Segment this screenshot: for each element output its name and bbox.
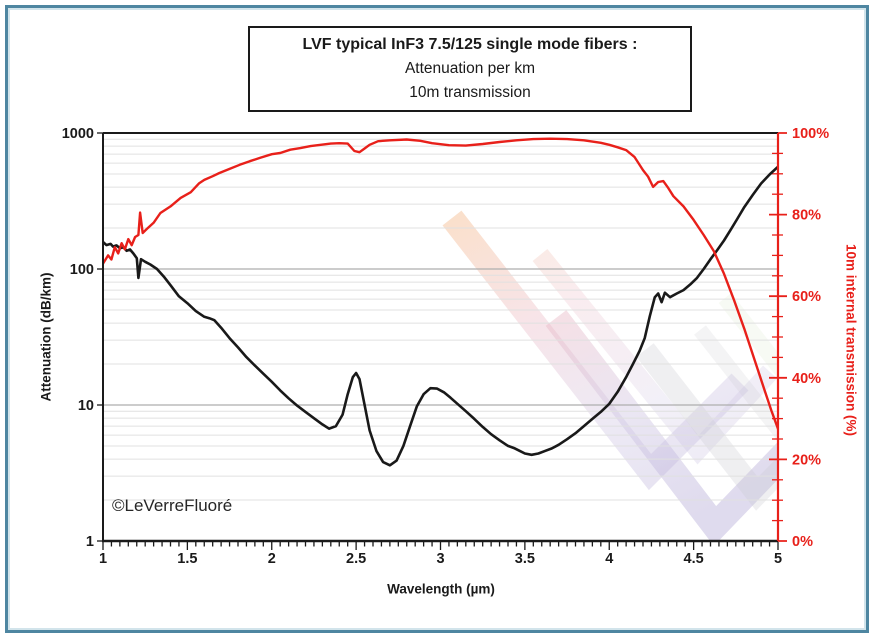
- chart-title-box: LVF typical InF3 7.5/125 single mode fib…: [248, 26, 692, 112]
- y-left-tick-label: 10: [78, 398, 94, 414]
- chart-title-line1: LVF typical InF3 7.5/125 single mode fib…: [302, 35, 638, 53]
- plot-spines: [102, 132, 780, 543]
- x-tick-label: 2: [268, 551, 276, 567]
- lvf-chevron-watermark: [442, 210, 778, 541]
- y-left-tick-label: 1000: [62, 126, 94, 142]
- x-axis-title: Wavelength (µm): [387, 581, 495, 597]
- x-tick-label: 5: [774, 551, 782, 567]
- y-right-tick-label: 20%: [792, 452, 821, 468]
- x-tick-label: 1: [99, 551, 107, 567]
- x-tick-label: 1.5: [177, 551, 197, 567]
- y-right-tick-label: 40%: [792, 371, 821, 387]
- attenuation-curve: [103, 165, 778, 467]
- y-right-tick-label: 0%: [792, 534, 813, 550]
- x-tick-label: 3.5: [515, 551, 535, 567]
- x-tick-label: 3: [436, 551, 444, 567]
- gridlines: [103, 138, 778, 501]
- x-tick-label: 2.5: [346, 551, 366, 567]
- y-right-tick-label: 60%: [792, 289, 821, 305]
- y-right-tick-label: 100%: [792, 126, 829, 142]
- axis-tick-labels: 1 1.5 2 2.5 3 3.5 4 4.5 5 1 10 100 1000 0% 20% 40% 60% 80…: [62, 126, 829, 567]
- x-tick-label: 4: [605, 551, 613, 567]
- y-left-tick-label: 100: [70, 262, 94, 278]
- transmission-curve: [103, 137, 778, 430]
- x-tick-label: 4.5: [684, 551, 704, 567]
- chart-title-line2: Attenuation per km: [404, 60, 536, 78]
- chart-title-line3: 10m transmission: [409, 84, 531, 102]
- copyright-text: ©LeVerreFluoré: [112, 496, 233, 515]
- y-right-tick-label: 80%: [792, 208, 821, 224]
- y-left-tick-label: 1: [86, 534, 94, 550]
